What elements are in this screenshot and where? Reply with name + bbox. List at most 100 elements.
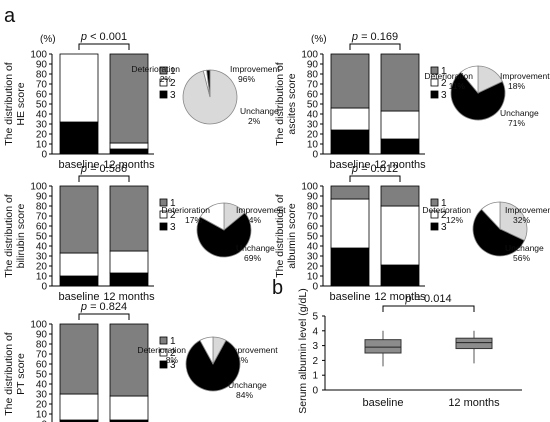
p-value: p = 0.169 [351, 31, 398, 43]
y-tick-label: 60 [36, 360, 48, 371]
y-tick-label: 20 [36, 130, 48, 141]
p-value: p = 0.014 [404, 293, 451, 305]
x-tick-label: 12 months [374, 291, 426, 303]
bar-segment [109, 53, 149, 144]
pie-slice-value: 2% [160, 74, 173, 84]
y-tick-label: 0 [41, 420, 47, 422]
y-tick-label: 10 [36, 410, 48, 421]
pie-slice-label: Improvement [230, 64, 280, 74]
pie-slice-label: Deterioration [131, 64, 180, 74]
legend-swatch [159, 90, 168, 99]
pie-slice [460, 65, 479, 95]
y-tick-label: 0 [41, 282, 47, 293]
x-tick-label: 12 months [103, 291, 155, 303]
legend-swatch [430, 222, 439, 231]
pie-slice-label: Unchange [236, 243, 275, 253]
pie-slice-value: 69% [244, 253, 261, 263]
y-tick-label: 40 [36, 242, 48, 253]
legend-swatch [159, 78, 168, 87]
y-tick-label: 20 [307, 262, 319, 273]
y-axis-label: The distribution of [3, 62, 15, 146]
y-tick-label: 70 [307, 212, 319, 223]
bar-segment [380, 138, 420, 155]
y-axis-label: The distribution of [3, 194, 15, 278]
y-tick-label: 10 [36, 272, 48, 283]
y-tick-label: 10 [36, 140, 48, 151]
bar-segment [59, 53, 99, 123]
pie-slice-label: Deterioration [424, 71, 473, 81]
pie-slice-label: Deterioration [137, 345, 186, 355]
pie-slice-value: 32% [513, 215, 530, 225]
significance-bracket [349, 175, 401, 182]
pie-slice-label: Improvement [500, 71, 550, 81]
pie-slice-label: Deterioration [161, 205, 210, 215]
y-tick-label: 30 [307, 120, 319, 131]
bar-segment [109, 395, 149, 421]
y-tick-label: 30 [36, 252, 48, 263]
bar-segment [330, 107, 370, 131]
y-tick-label: 0 [41, 150, 47, 161]
y-axis-label: The distribution of [274, 62, 286, 146]
y-tick-label: 70 [36, 80, 48, 91]
y-tick-label: 50 [307, 232, 319, 243]
significance-bracket [78, 175, 130, 182]
pie-slice-value: 2% [248, 116, 261, 126]
legend-label: 3 [170, 360, 176, 371]
bar-segment [109, 250, 149, 274]
legend-label: 1 [170, 336, 176, 347]
y-axis-label: HE score [15, 82, 27, 125]
significance-bracket [382, 305, 475, 312]
pie-slice [472, 208, 525, 257]
y-tick-label: 80 [36, 202, 48, 213]
pie-slice [206, 69, 211, 98]
pie-slice-value: 56% [513, 253, 530, 263]
bar-segment [109, 142, 149, 150]
legend-swatch [159, 336, 168, 345]
pie-slice-label: Unchange [500, 108, 539, 118]
legend-swatch [430, 90, 439, 99]
y-tick-label: 30 [36, 390, 48, 401]
pie-slice-value: 17% [185, 215, 202, 225]
p-value: p = 0.824 [80, 301, 127, 313]
y-axis-label: ascites score [286, 73, 298, 134]
bar-segment [380, 185, 420, 207]
y-unit: (%) [311, 34, 327, 45]
legend-label: 3 [170, 222, 176, 233]
y-tick-label: 10 [307, 140, 319, 151]
legend-swatch [430, 78, 439, 87]
bar-segment [330, 185, 370, 200]
pie-slice [196, 212, 252, 258]
y-tick-label: 2 [312, 356, 318, 367]
x-tick-label: 12 months [448, 397, 500, 409]
y-axis-label: bilirubin score [15, 203, 27, 268]
pie-slice [185, 339, 241, 392]
bar-segment [109, 272, 149, 287]
pie-slice-label: Unchange [505, 243, 544, 253]
pie-slice-label: Unchange [228, 380, 267, 390]
legend-label: 1 [170, 66, 176, 77]
y-tick-label: 0 [312, 150, 318, 161]
bar-segment [330, 129, 370, 155]
y-tick-label: 60 [307, 90, 319, 101]
x-tick-label: 12 months [103, 159, 155, 171]
y-tick-label: 60 [36, 222, 48, 233]
y-axis-label: albumin score [286, 203, 298, 269]
box [455, 337, 493, 350]
pie-slice [450, 71, 506, 121]
y-tick-label: 4 [312, 326, 318, 337]
bar-segment [59, 323, 99, 395]
bar-segment [380, 264, 420, 287]
y-tick-label: 60 [36, 90, 48, 101]
bar-segment [330, 247, 370, 287]
y-tick-label: 90 [36, 60, 48, 71]
legend-swatch [159, 222, 168, 231]
bar-segment [59, 121, 99, 155]
x-tick-label: 12 months [374, 159, 426, 171]
y-axis-label: Serum albumin level (g/dL) [297, 288, 309, 413]
y-tick-label: 90 [307, 192, 319, 203]
pie-slice-value: 12% [446, 215, 463, 225]
significance-bracket [78, 313, 130, 320]
y-tick-label: 40 [36, 110, 48, 121]
pie-slice-label: Improvement [505, 205, 550, 215]
